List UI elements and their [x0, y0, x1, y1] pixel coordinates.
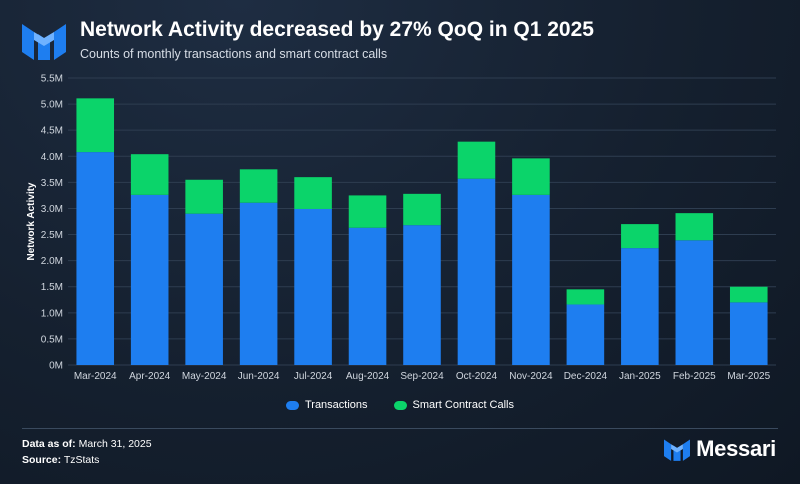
x-tick-label: Jul-2024 [294, 371, 333, 382]
bar-transactions [348, 227, 387, 365]
y-tick-label: 1.0M [41, 308, 63, 319]
chart-legend: Transactions Smart Contract Calls [0, 399, 800, 411]
legend-swatch-transactions [285, 400, 299, 410]
bar-smart-contract-calls [403, 193, 441, 226]
x-tick-label: Dec-2024 [564, 371, 608, 382]
legend-item-smart-contract-calls[interactable]: Smart Contract Calls [393, 399, 515, 411]
bar-smart-contract-calls [566, 289, 605, 305]
bar-smart-contract-calls [348, 195, 387, 228]
y-tick-label: 0M [49, 361, 63, 372]
messari-logo-icon [22, 24, 66, 60]
legend-label-transactions: Transactions [304, 399, 368, 411]
bar-transactions [294, 208, 332, 365]
brand-logo: Messari [664, 436, 776, 462]
legend-item-transactions[interactable]: Transactions [285, 399, 368, 411]
chart-subtitle: Counts of monthly transactions and smart… [80, 47, 388, 61]
bar-smart-contract-calls [185, 179, 223, 214]
bar-transactions [675, 240, 714, 365]
bar-smart-contract-calls [76, 98, 115, 153]
x-tick-label: May-2024 [182, 371, 227, 382]
bar-smart-contract-calls [621, 224, 659, 249]
footer-divider [22, 428, 778, 429]
x-tick-label: Feb-2025 [673, 371, 716, 382]
y-tick-label: 5.0M [41, 100, 63, 111]
y-tick-label: 0.5M [41, 334, 63, 345]
x-tick-label: Sep-2024 [400, 371, 444, 382]
footer-notes: Data as of: March 31, 2025 Source: TzSta… [22, 436, 152, 468]
bar-transactions [621, 248, 659, 365]
stacked-bar-chart: 0M 0.5M 1.0M 1.5M 2.0M 2.5M 3.0M 3.5M 4.0M 4.5M 5.… [26, 73, 776, 382]
x-tick-label: Mar-2025 [727, 371, 770, 382]
y-tick-label: 4.0M [41, 152, 63, 163]
y-tick-label: 5.5M [41, 74, 63, 85]
bar-transactions [76, 152, 115, 365]
y-tick-label: 1.5M [41, 282, 63, 293]
bar-smart-contract-calls [294, 177, 332, 209]
bar-transactions [729, 302, 768, 365]
x-tick-label: Aug-2024 [346, 371, 390, 382]
bar-smart-contract-calls [729, 286, 768, 303]
bar-transactions [185, 213, 223, 365]
bar-smart-contract-calls [239, 169, 278, 203]
bar-transactions [239, 202, 278, 365]
x-tick-label: Mar-2024 [74, 371, 117, 382]
bar-transactions [130, 194, 169, 365]
legend-label-smart-contract-calls: Smart Contract Calls [412, 399, 515, 411]
y-tick-label: 3.5M [41, 178, 63, 189]
bar-smart-contract-calls [675, 213, 714, 241]
y-tick-label: 3.0M [41, 204, 63, 215]
data-source: Source: TzStats [22, 454, 100, 466]
y-axis-title: Network Activity [26, 182, 37, 260]
bar-transactions [403, 225, 441, 365]
brand-name: Messari [696, 436, 776, 461]
chart-title: Network Activity decreased by 27% QoQ in… [80, 18, 594, 41]
x-tick-label: Jun-2024 [238, 371, 280, 382]
messari-footer-icon [664, 439, 691, 461]
bar-transactions [512, 194, 550, 365]
bar-smart-contract-calls [457, 141, 496, 179]
x-tick-label: Oct-2024 [456, 371, 498, 382]
x-tick-label: Jan-2025 [619, 371, 661, 382]
bar-transactions [457, 178, 496, 365]
x-tick-label: Apr-2024 [129, 371, 171, 382]
y-tick-label: 2.5M [41, 230, 63, 241]
bar-smart-contract-calls [130, 154, 169, 195]
bar-transactions [566, 304, 605, 365]
y-tick-label: 2.0M [41, 256, 63, 267]
x-tick-label: Nov-2024 [509, 371, 553, 382]
legend-swatch-smart-contract-calls [393, 400, 407, 410]
data-as-of: Data as of: March 31, 2025 [22, 438, 152, 450]
bar-smart-contract-calls [512, 158, 550, 195]
y-tick-label: 4.5M [41, 126, 63, 137]
